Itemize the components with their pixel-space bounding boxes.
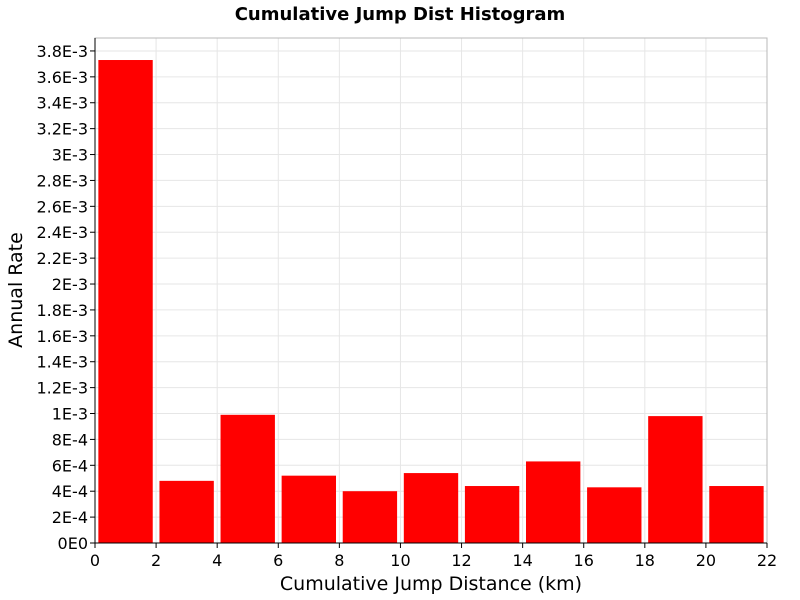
histogram-bar-9 — [587, 487, 642, 543]
y-tick-label: 3.8E-3 — [36, 42, 88, 61]
histogram-bar-7 — [464, 486, 520, 543]
y-tick-label: 1.2E-3 — [36, 379, 88, 398]
y-tick-label: 1.8E-3 — [36, 301, 88, 320]
y-axis-label: Annual Rate — [5, 232, 27, 348]
histogram-bar-5 — [342, 491, 398, 543]
x-tick-label: 16 — [574, 551, 594, 570]
y-tick-label: 1.4E-3 — [36, 353, 88, 372]
histogram-bar-10 — [648, 416, 703, 543]
y-tick-label: 2.6E-3 — [36, 197, 88, 216]
x-tick-label: 4 — [212, 551, 222, 570]
y-tick-label: 2.8E-3 — [36, 171, 88, 190]
y-tick-label: 8E-4 — [52, 430, 88, 449]
x-tick-label: 10 — [390, 551, 410, 570]
x-tick-label: 8 — [334, 551, 344, 570]
x-tick-label: 22 — [757, 551, 777, 570]
y-tick-label: 3.4E-3 — [36, 94, 88, 113]
histogram-bar-3 — [220, 414, 275, 543]
y-axis-ticks: 0E0 2E-4 4E-4 6E-4 8E-4 1E-3 1.2E-3 1.4E-3 1.6E-… — [36, 42, 95, 553]
x-tick-label: 12 — [451, 551, 471, 570]
histogram-bar-2 — [159, 480, 214, 543]
x-tick-label: 0 — [90, 551, 100, 570]
histogram-bar-1 — [98, 60, 153, 544]
x-tick-label: 20 — [696, 551, 716, 570]
histogram-bar-4 — [281, 475, 337, 543]
x-axis-ticks: 0 2 4 6 8 10 12 14 16 18 20 22 — [90, 543, 777, 570]
x-tick-label: 2 — [151, 551, 161, 570]
y-tick-label: 4E-4 — [52, 482, 88, 501]
y-tick-label: 2E-3 — [52, 275, 88, 294]
y-tick-label: 2.4E-3 — [36, 223, 88, 242]
histogram-bar-8 — [525, 461, 581, 543]
histogram-bar-11 — [709, 486, 764, 543]
chart-title: Cumulative Jump Dist Histogram — [235, 4, 566, 25]
y-tick-label: 1E-3 — [52, 405, 88, 424]
histogram-bar-6 — [403, 473, 459, 543]
y-tick-label: 3.2E-3 — [36, 120, 88, 139]
x-tick-label: 14 — [512, 551, 532, 570]
y-tick-label: 6E-4 — [52, 456, 88, 475]
x-tick-label: 6 — [273, 551, 283, 570]
y-tick-label: 0E0 — [58, 534, 88, 553]
y-tick-label: 3.6E-3 — [36, 68, 88, 87]
y-tick-label: 2E-4 — [52, 508, 88, 527]
y-tick-label: 2.2E-3 — [36, 249, 88, 268]
y-tick-label: 1.6E-3 — [36, 327, 88, 346]
x-tick-label: 18 — [635, 551, 655, 570]
bars — [98, 60, 764, 544]
y-tick-label: 3E-3 — [52, 146, 88, 165]
x-axis-label: Cumulative Jump Distance (km) — [280, 573, 582, 595]
